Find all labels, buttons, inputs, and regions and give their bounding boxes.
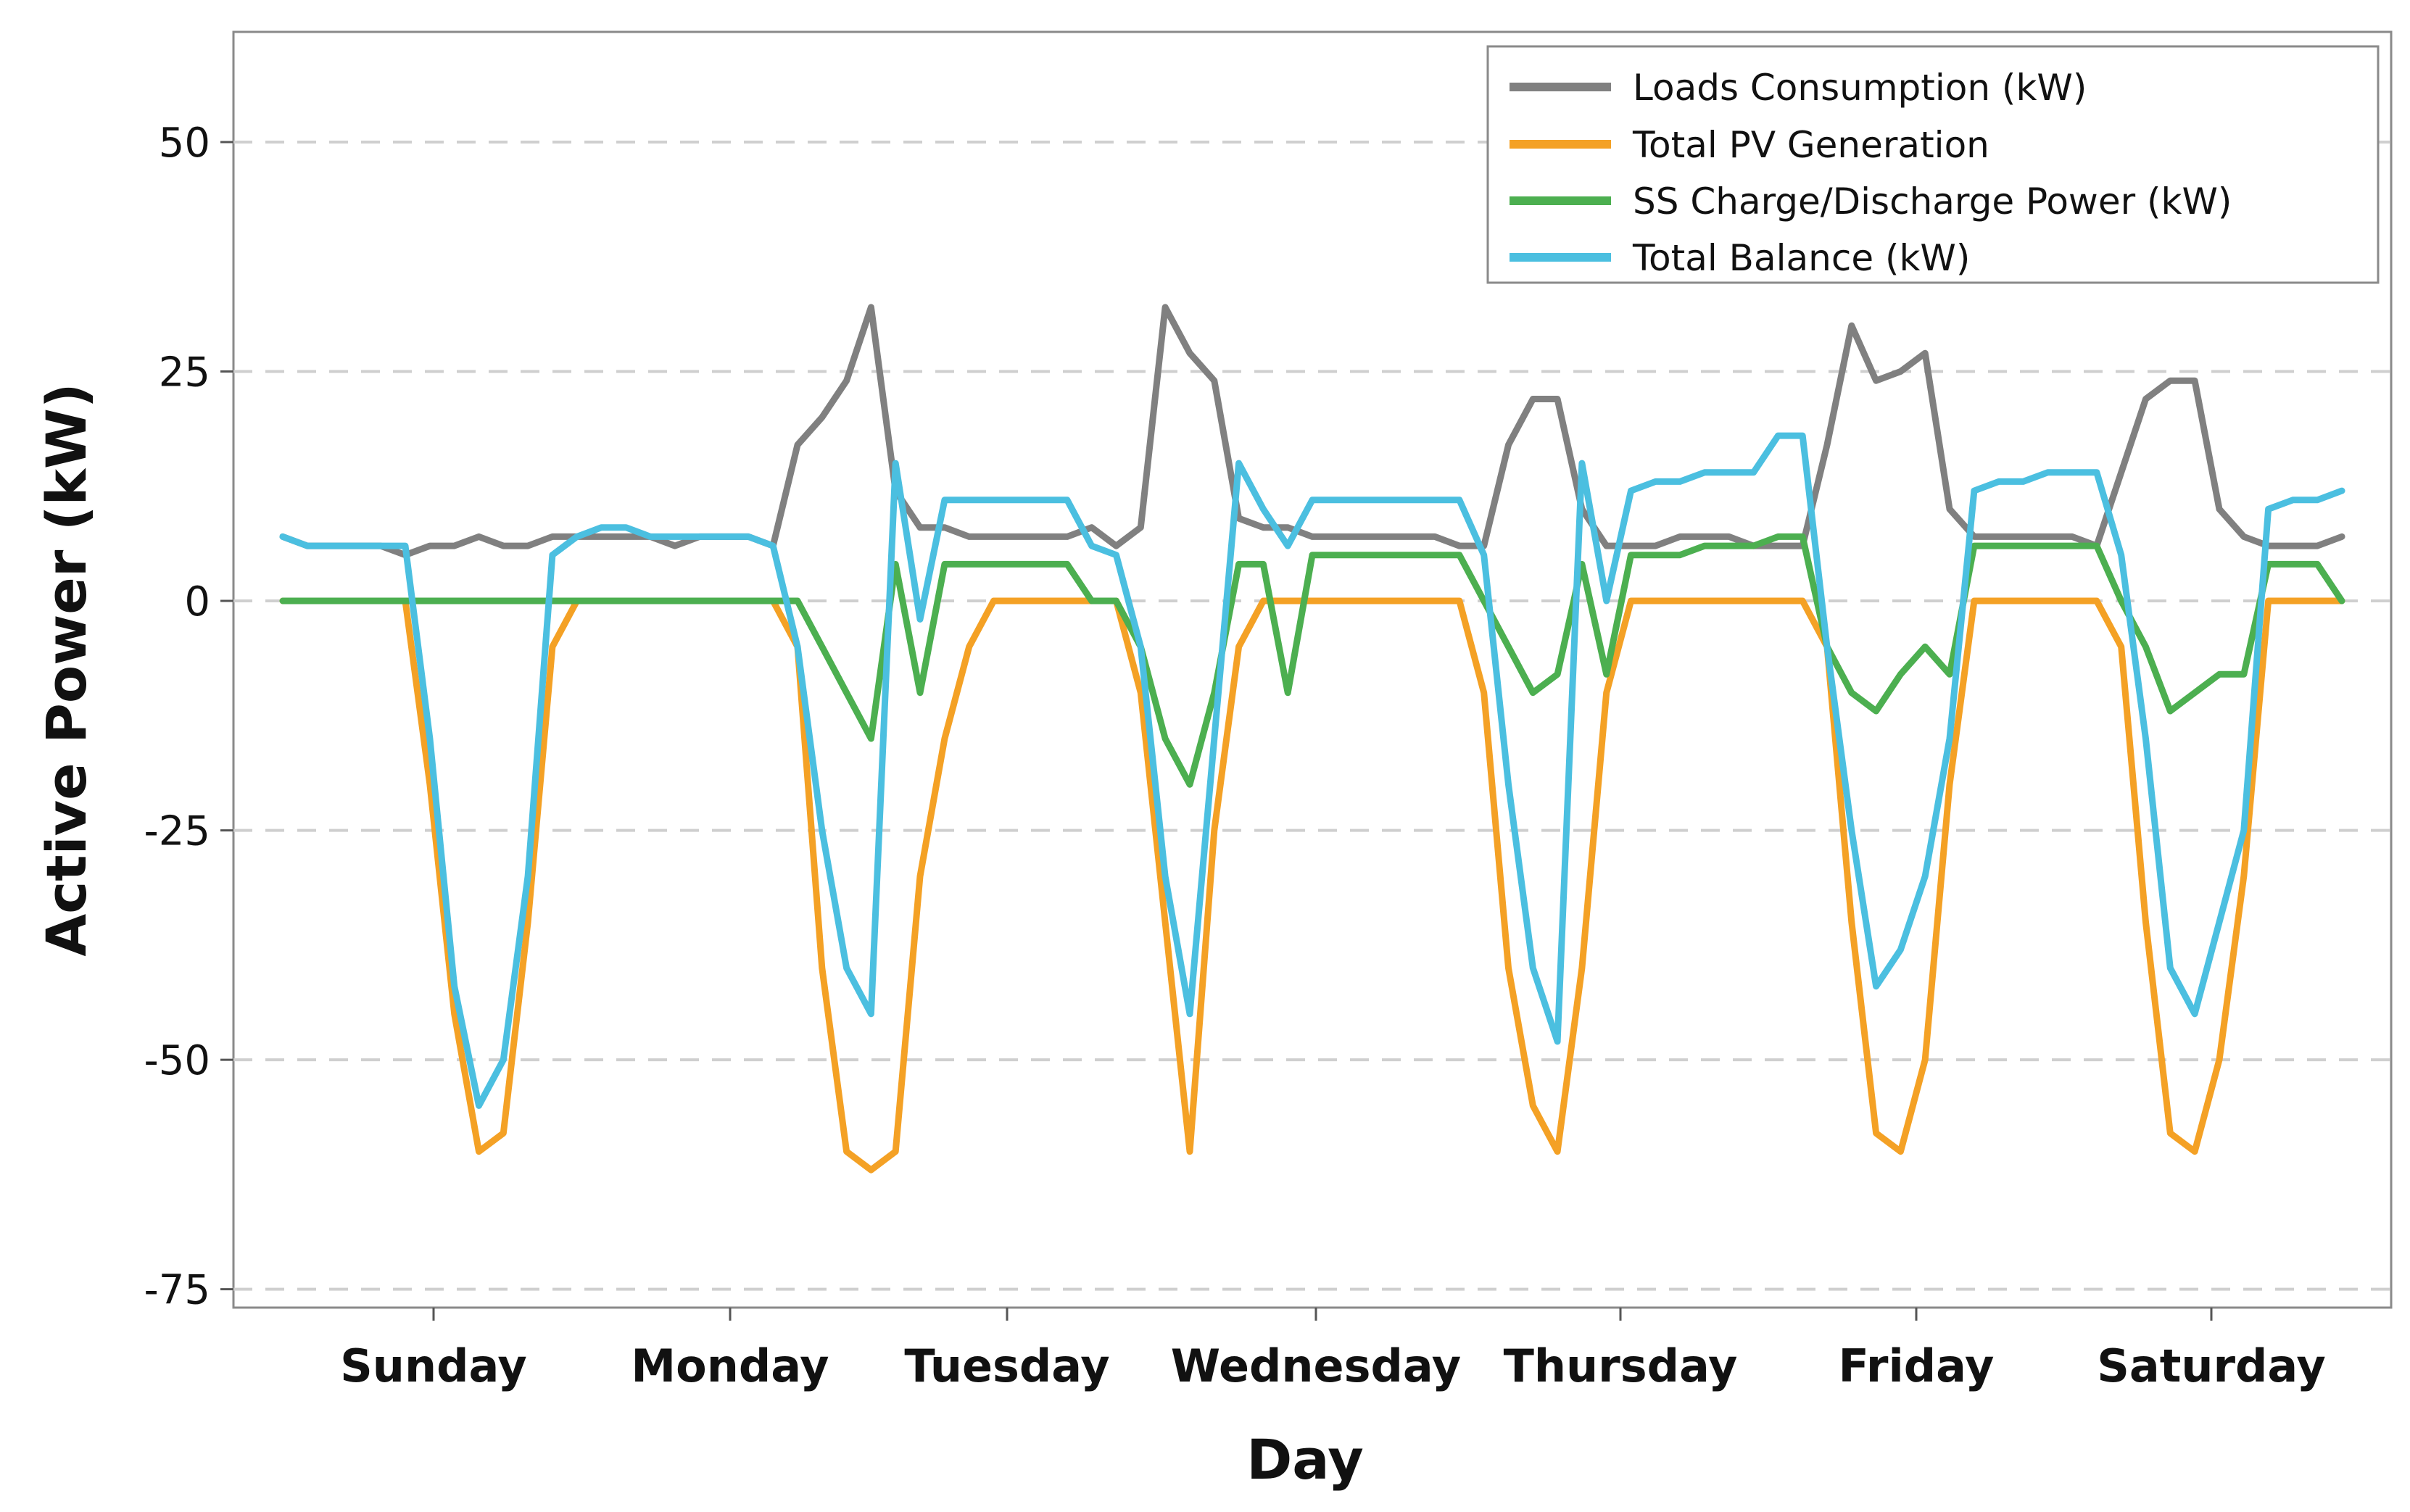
- series-loads-consumption: [279, 304, 2345, 559]
- legend-label-loads: Loads Consumption (kW): [1633, 67, 2087, 109]
- y-tick-label: -25: [144, 808, 210, 855]
- legend-label-balance: Total Balance (kW): [1632, 237, 1970, 279]
- series-layer: [279, 304, 2345, 1174]
- x-tick-label: Monday: [631, 1339, 829, 1392]
- y-tick-label: 50: [159, 120, 210, 167]
- y-axis: 50 25 0 -25 -50 -75: [144, 120, 233, 1314]
- x-tick-label: Tuesday: [904, 1339, 1109, 1392]
- x-axis-label: Day: [1246, 1427, 1364, 1492]
- series-total-balance: [279, 432, 2345, 1109]
- y-tick-label: 0: [184, 578, 210, 626]
- x-tick-label: Friday: [1839, 1339, 1995, 1392]
- y-tick-label: -75: [144, 1267, 210, 1314]
- x-tick-label: Saturday: [2097, 1339, 2326, 1392]
- legend-label-ss: SS Charge/Discharge Power (kW): [1633, 180, 2232, 223]
- x-tick-label: Wednesday: [1171, 1339, 1461, 1392]
- y-axis-label: Active Power (kW): [34, 383, 99, 956]
- x-tick-label: Thursday: [1504, 1339, 1738, 1392]
- y-tick-label: -50: [144, 1037, 210, 1084]
- legend-label-pv: Total PV Generation: [1632, 124, 1989, 166]
- x-axis: Sunday Monday Tuesday Wednesday Thursday Frid…: [340, 1308, 2326, 1392]
- y-tick-label: 25: [159, 349, 210, 396]
- legend: Loads Consumption (kW) Total PV Generati…: [1486, 45, 2380, 284]
- series-ss-charge-discharge: [279, 533, 2345, 788]
- legend-box: [1486, 45, 2380, 284]
- x-tick-label: Sunday: [340, 1339, 527, 1392]
